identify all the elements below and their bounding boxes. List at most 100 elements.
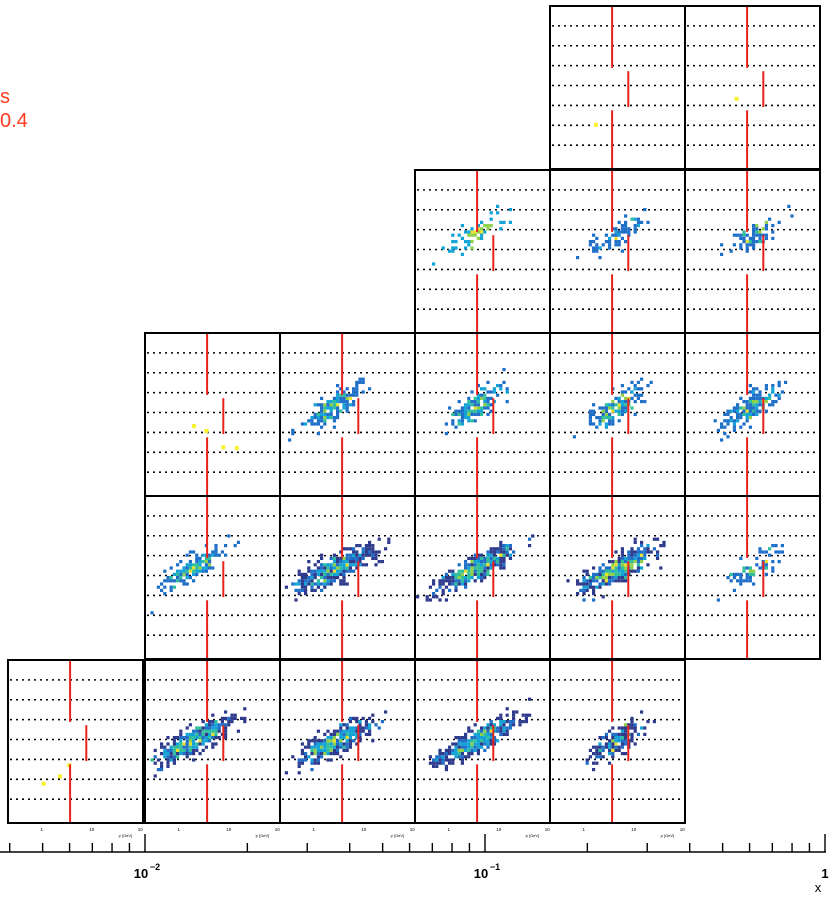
- heat-cell: [636, 569, 640, 573]
- heat-cell: [620, 556, 624, 560]
- heat-cell: [377, 550, 381, 554]
- heat-cell: [620, 752, 624, 756]
- heat-cell: [345, 396, 349, 400]
- heat-cell: [348, 726, 352, 730]
- heat-cell: [208, 553, 212, 557]
- panel-tick-label: 10: [680, 827, 686, 832]
- heat-cell: [588, 582, 592, 586]
- heat-cell: [745, 240, 749, 244]
- heat-cell: [592, 240, 596, 244]
- heat-cell: [172, 745, 176, 749]
- heat-cell: [195, 742, 199, 746]
- heat-cell: [601, 582, 605, 586]
- heat-cell: [739, 236, 743, 240]
- heat-cell: [160, 745, 164, 749]
- heat-cell: [332, 419, 336, 423]
- heat-cell: [716, 428, 720, 432]
- heat-cell: [748, 390, 752, 394]
- heat-cell: [332, 416, 336, 420]
- heat-cell: [304, 755, 308, 759]
- heat-cell: [499, 726, 503, 730]
- heat-cell: [451, 246, 455, 250]
- heat-cell: [313, 588, 317, 592]
- heat-cell: [179, 576, 183, 580]
- heat-cell: [320, 572, 324, 576]
- heat-cell: [150, 611, 154, 615]
- heat-cell: [176, 569, 180, 573]
- heat-cell: [617, 745, 621, 749]
- heat-cell: [723, 425, 727, 429]
- heat-cell: [188, 560, 192, 564]
- heat-cell: [310, 588, 314, 592]
- heat-cell: [470, 745, 474, 749]
- heat-cell: [329, 742, 333, 746]
- heat-cell: [316, 422, 320, 426]
- heat-cell: [646, 220, 650, 224]
- heat-cell: [364, 553, 368, 557]
- heat-cell: [716, 598, 720, 602]
- heat-cell: [364, 563, 368, 567]
- panel-r3-c3: [414, 495, 551, 660]
- heat-cell: [470, 390, 474, 394]
- heat-cell: [457, 419, 461, 423]
- heat-cell: [358, 736, 362, 740]
- heat-cell: [624, 742, 628, 746]
- heat-cell: [361, 547, 365, 551]
- heat-cell: [480, 566, 484, 570]
- heat-cell: [192, 736, 196, 740]
- heat-cell: [355, 553, 359, 557]
- heat-cell: [460, 252, 464, 256]
- heat-cell: [348, 720, 352, 724]
- heat-cell: [598, 755, 602, 759]
- heat-cell: [620, 409, 624, 413]
- heat-cell: [592, 422, 596, 426]
- panel-tick-label: 1: [312, 827, 315, 832]
- heat-cell: [620, 576, 624, 580]
- heat-cell: [185, 752, 189, 756]
- heat-cell: [329, 579, 333, 583]
- heat-cell: [297, 592, 301, 596]
- heat-cell: [617, 400, 621, 404]
- heat-cell: [320, 419, 324, 423]
- heat-cell: [342, 556, 346, 560]
- heat-cell: [470, 566, 474, 570]
- heat-cell: [467, 409, 471, 413]
- heat-cell: [528, 544, 532, 548]
- panel-frame: [684, 495, 821, 660]
- heat-cell: [195, 569, 199, 573]
- heat-cell: [214, 732, 218, 736]
- heat-cell: [467, 396, 471, 400]
- heat-cell: [630, 396, 634, 400]
- heat-cell: [182, 566, 186, 570]
- heat-cell: [633, 387, 637, 391]
- heat-cell: [444, 764, 448, 768]
- heat-cell: [208, 556, 212, 560]
- heat-cell: [345, 582, 349, 586]
- heat-cell: [742, 406, 746, 410]
- heat-cell: [172, 739, 176, 743]
- heat-cell: [492, 563, 496, 567]
- heat-cell: [313, 748, 317, 752]
- heat-cell: [643, 550, 647, 554]
- heat-cell: [601, 419, 605, 423]
- heat-cell: [464, 406, 468, 410]
- heat-cell: [182, 745, 186, 749]
- heat-cell: [352, 729, 356, 733]
- heat-cell: [211, 726, 215, 730]
- heat-cell: [172, 579, 176, 583]
- heat-cell: [339, 739, 343, 743]
- heat-cell: [608, 579, 612, 583]
- heat-cell: [192, 739, 196, 743]
- heat-cell: [729, 249, 733, 253]
- heat-cell: [342, 406, 346, 410]
- heat-cell: [508, 723, 512, 727]
- heat-cell: [588, 579, 592, 583]
- heat-cell: [348, 547, 352, 551]
- heat-cell: [470, 556, 474, 560]
- heat-cell: [502, 726, 506, 730]
- heat-cell: [201, 553, 205, 557]
- heat-cell: [598, 569, 602, 573]
- panel-r2-c5: [684, 332, 821, 497]
- heat-cell: [608, 582, 612, 586]
- heat-cell: [736, 579, 740, 583]
